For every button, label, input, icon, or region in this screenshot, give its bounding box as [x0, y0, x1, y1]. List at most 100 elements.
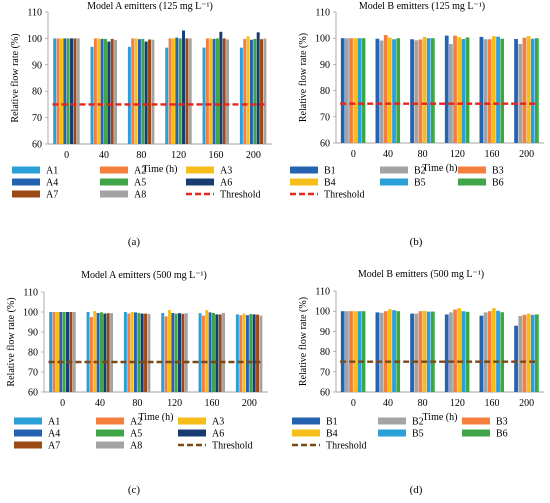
bar-a2-200: [243, 38, 247, 144]
panel-label: (b): [410, 236, 423, 248]
bar-a4-120: [175, 37, 179, 144]
bar-a5-160: [212, 313, 215, 392]
bar-a3-40: [97, 38, 101, 144]
bar-a8-40: [114, 39, 118, 144]
chart-panel-2: Model B emitters (125 mg L⁻¹) 60 70 80 90 100…: [290, 1, 544, 248]
bar-b6-200: [534, 314, 539, 392]
bar-a8-200: [259, 315, 263, 392]
bar-a1-200: [235, 314, 239, 392]
y-tick-label: 90: [28, 328, 38, 339]
y-tick-label: 70: [320, 112, 330, 123]
legend-swatch-a2: [100, 166, 128, 174]
bar-b1-160: [479, 36, 484, 143]
y-tick-label: 90: [320, 327, 330, 338]
legend-swatch-a2: [96, 417, 124, 425]
bar-b4-40: [388, 37, 392, 144]
bar-a3-80: [130, 312, 134, 392]
bar-a2-160: [201, 315, 205, 392]
legend-label: A2: [134, 166, 146, 177]
x-tick-label: 120: [171, 150, 186, 161]
bar-a8-40: [110, 313, 114, 392]
y-tick-label: 110: [23, 288, 38, 299]
x-tick-label: 80: [136, 150, 146, 161]
y-tick-label: 110: [315, 287, 330, 298]
x-axis-label: Time (h): [143, 164, 178, 175]
y-axis-label: Relative flow rate (%): [298, 33, 309, 122]
legend-label: A4: [46, 178, 58, 189]
bar-a2-40: [93, 38, 97, 144]
legend-swatch-b5: [378, 429, 406, 437]
x-tick-label: 120: [450, 149, 465, 160]
bar-b2-0: [345, 311, 349, 392]
legend-swatch-b6: [458, 178, 486, 186]
bar-a1-120: [161, 313, 165, 392]
y-tick-label: 110: [27, 8, 42, 19]
bar-b4-0: [353, 311, 358, 392]
bar-a5-200: [253, 38, 257, 144]
bar-a2-80: [131, 38, 135, 144]
bar-b2-160: [483, 39, 488, 143]
bar-a5-0: [66, 38, 70, 144]
chart-panel-3: Model A emitters (500 mg L⁻¹) 60 70 80 90 100…: [6, 270, 268, 496]
bar-b3-120: [453, 309, 457, 392]
bar-b6-40: [396, 311, 401, 392]
legend-label: B5: [414, 178, 426, 189]
bar-a8-80: [147, 314, 151, 392]
legend-swatch-b2: [378, 417, 406, 425]
bar-b3-120: [453, 35, 457, 143]
bar-b2-80: [414, 40, 419, 143]
bar-b5-120: [461, 38, 466, 143]
bar-b4-160: [492, 36, 496, 143]
bar-a8-160: [222, 313, 226, 392]
bar-b1-160: [479, 315, 484, 392]
bar-b5-40: [392, 39, 396, 143]
x-tick-label: 0: [64, 150, 69, 161]
bar-b1-0: [340, 311, 345, 392]
y-tick-label: 100: [315, 307, 330, 318]
legend-label: B4: [324, 178, 336, 189]
bar-b2-160: [483, 312, 488, 392]
legend-swatch-a7: [14, 441, 42, 449]
bar-b2-200: [518, 316, 523, 392]
x-tick-label: 160: [205, 398, 220, 409]
bar-a6-200: [252, 314, 256, 392]
bar-a7-120: [185, 38, 189, 144]
bar-b3-200: [522, 37, 527, 144]
legend-swatch-a8: [96, 441, 124, 449]
bar-a7-120: [181, 313, 185, 392]
legend-label: Threshold: [220, 190, 261, 201]
bar-a8-120: [184, 313, 188, 392]
legend-swatch-b6: [462, 429, 490, 437]
bar-b2-40: [379, 40, 384, 143]
bar-a7-160: [218, 314, 222, 392]
legend-swatch-b2: [380, 166, 408, 174]
bar-b2-0: [345, 38, 349, 144]
bar-b5-160: [496, 310, 500, 392]
bar-b1-120: [444, 314, 449, 392]
bar-b3-160: [487, 39, 492, 143]
legend-label: A1: [46, 166, 58, 177]
bar-a4-40: [96, 313, 100, 392]
bar-a8-0: [76, 38, 80, 144]
bar-a4-0: [63, 38, 67, 144]
bar-a4-120: [171, 313, 175, 392]
legend-swatch-b5: [380, 178, 408, 186]
chart-title: Model A emitters (500 mg L⁻¹): [81, 270, 207, 281]
legend-label: A2: [130, 417, 142, 428]
bar-b5-0: [357, 38, 362, 144]
bar-a6-80: [140, 313, 144, 392]
bar-a6-120: [178, 313, 181, 392]
legend-swatch-a3: [186, 166, 214, 174]
legend-swatch-a1: [12, 166, 40, 174]
legend-label: B1: [324, 166, 336, 177]
y-tick-label: 80: [28, 348, 38, 359]
legend-label: A5: [134, 178, 146, 189]
bar-b3-200: [522, 314, 527, 392]
bar-b5-160: [496, 36, 500, 143]
bar-a2-40: [89, 317, 93, 392]
legend-label: Threshold: [326, 441, 367, 452]
bar-a5-80: [141, 38, 145, 144]
legend-label: A1: [48, 417, 60, 428]
legend-label: A5: [130, 429, 142, 440]
bar-a6-0: [70, 38, 73, 144]
